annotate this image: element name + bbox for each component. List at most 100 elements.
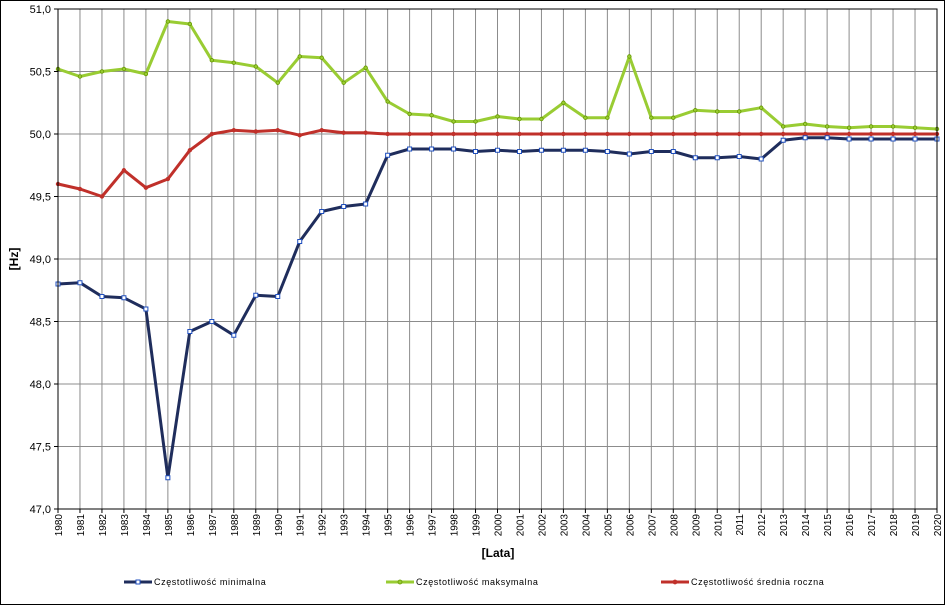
x-tick-label: 1991 [296, 514, 307, 537]
y-tick-label: 49,5 [30, 192, 51, 204]
legend-label: Częstotliwość minimalna [154, 577, 266, 587]
data-point [143, 71, 149, 77]
y-tick-label: 49,0 [30, 254, 51, 266]
series-3 [55, 128, 940, 199]
x-tick-label: 1998 [450, 514, 461, 537]
data-point [758, 156, 764, 162]
data-point [121, 66, 127, 72]
x-tick-label: 1992 [318, 514, 329, 537]
y-tick-label: 51,0 [30, 4, 51, 16]
data-point [912, 136, 918, 142]
data-point [517, 116, 522, 122]
data-point [99, 194, 105, 199]
data-point [627, 54, 632, 59]
data-point [890, 131, 896, 137]
legend-item-1: Częstotliwość minimalna [124, 577, 266, 587]
data-point [868, 131, 874, 137]
x-tick-label: 2019 [911, 514, 922, 537]
data-point [77, 186, 83, 192]
data-point [692, 155, 698, 161]
x-tick-label: 1980 [54, 514, 65, 537]
data-point [451, 146, 457, 152]
data-point [582, 147, 588, 153]
data-point [583, 131, 588, 137]
legend-item-3: Częstotliwość średnia roczna [661, 577, 824, 587]
data-point [385, 131, 390, 137]
y-tick-label: 50,5 [30, 67, 51, 79]
data-point [473, 131, 478, 137]
data-point [539, 116, 544, 122]
data-point [495, 131, 500, 137]
x-tick-label: 2004 [581, 514, 592, 537]
data-point [319, 209, 325, 214]
data-point [407, 131, 412, 137]
data-point [407, 111, 412, 117]
data-point [648, 149, 654, 154]
data-point [209, 58, 215, 63]
data-point [802, 135, 808, 141]
data-point [605, 131, 610, 137]
data-point [868, 136, 874, 142]
data-point [187, 21, 193, 27]
data-point [209, 131, 215, 137]
x-tick-label: 1985 [164, 514, 175, 537]
data-point [670, 149, 676, 154]
x-tick-label: 2011 [735, 514, 746, 536]
data-point [605, 115, 610, 120]
legend: Częstotliwość minimalna Częstotliwość mak… [124, 577, 824, 587]
data-point [363, 130, 368, 135]
data-point [429, 113, 434, 118]
data-point [187, 148, 193, 153]
data-point [649, 115, 654, 120]
x-tick-label: 2007 [647, 514, 658, 537]
data-point [253, 129, 258, 134]
data-point [737, 109, 742, 114]
data-point [912, 131, 918, 137]
data-point [341, 204, 347, 209]
data-point [824, 135, 830, 141]
data-point [121, 295, 127, 301]
series-1 [55, 135, 940, 481]
data-point [165, 475, 171, 481]
x-tick-label: 2013 [779, 514, 790, 537]
y-tick-label: 47,5 [30, 442, 51, 454]
y-tick-label: 48,0 [30, 379, 51, 391]
legend-marker [397, 579, 403, 585]
data-point [715, 109, 720, 114]
data-point [780, 124, 786, 129]
data-point [671, 131, 676, 137]
data-point [846, 131, 852, 137]
data-point [846, 136, 852, 142]
data-point [99, 294, 105, 299]
data-point [604, 149, 610, 154]
data-point [626, 151, 632, 157]
x-tick-label: 1996 [406, 514, 417, 537]
x-tick-label: 2008 [669, 514, 680, 537]
data-point [429, 146, 435, 152]
data-point [868, 124, 874, 129]
data-point [77, 74, 83, 79]
data-point [890, 136, 896, 142]
y-tick-label: 50,0 [30, 129, 51, 141]
series-2 [55, 19, 940, 132]
data-point [143, 185, 149, 190]
data-point [275, 128, 280, 133]
data-point [714, 155, 720, 161]
data-point [231, 60, 236, 65]
data-point [736, 154, 742, 159]
data-point [824, 124, 830, 129]
legend-marker [672, 579, 678, 585]
x-tick-label: 1986 [186, 514, 197, 537]
x-tick-label: 2012 [757, 514, 768, 537]
x-tick-label: 2006 [625, 514, 636, 537]
data-point [473, 119, 478, 124]
data-point [341, 80, 346, 85]
x-axis-title: [Lata] [482, 546, 515, 560]
data-point [143, 306, 149, 312]
x-tick-label: 2018 [889, 514, 900, 537]
data-point [649, 131, 654, 137]
x-tick-label: 2005 [603, 514, 614, 537]
x-tick-labels: 1980 1981 1982 1983 1984 1985 1986 1987 1988 1989… [54, 514, 944, 537]
data-point [297, 133, 302, 138]
